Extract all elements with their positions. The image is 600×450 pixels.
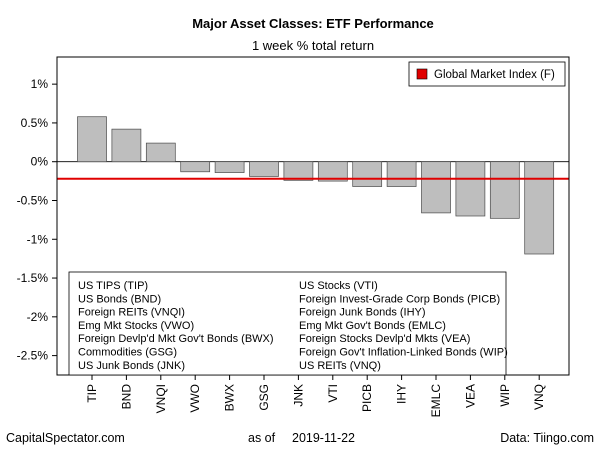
bar-vnqi <box>145 142 176 163</box>
ticker-key-item: Emg Mkt Gov't Bonds (EMLC) <box>299 320 446 332</box>
ticker-key-item: Emg Mkt Stocks (VWO) <box>78 320 194 332</box>
x-tick-label: VWO <box>188 384 202 413</box>
bar-tip <box>77 116 107 163</box>
bar-vea <box>455 161 486 217</box>
chart-title: Major Asset Classes: ETF Performance <box>192 16 434 31</box>
ticker-key-item: Foreign Invest-Grade Corp Bonds (PICB) <box>299 293 500 305</box>
x-tick-label: BWX <box>223 384 237 411</box>
y-tick-label: -0.5% <box>17 193 49 207</box>
chart-subtitle: 1 week % total return <box>252 38 374 53</box>
footer-date: 2019-11-22 <box>292 431 355 445</box>
x-tick-label: IHY <box>395 384 409 404</box>
ticker-key-item: Foreign Stocks Devlp'd Mkts (VEA) <box>299 333 470 345</box>
legend-box <box>408 61 566 87</box>
ticker-key-item: Foreign Junk Bonds (IHY) <box>299 307 426 319</box>
bar-gsg <box>249 161 279 177</box>
ticker-key-box <box>68 271 507 376</box>
x-tick-label: VNQI <box>154 384 168 413</box>
bar-wip <box>489 161 520 219</box>
ticker-key-item: US Bonds (BND) <box>78 293 161 305</box>
legend: Global Market Index (F) <box>408 61 566 87</box>
bar-picb <box>352 161 383 187</box>
ticker-key-item: US TIPS (TIP) <box>78 280 148 292</box>
bar-ihy <box>386 161 417 187</box>
ticker-key: US TIPS (TIP)US Bonds (BND) Foreign REITs… <box>68 271 508 376</box>
bar-bnd <box>111 128 142 163</box>
bars-group <box>77 116 555 255</box>
ticker-key-left-column: US TIPS (TIP)US Bonds (BND) Foreign REITs… <box>78 280 274 372</box>
x-tick-label: PICB <box>360 384 374 412</box>
ticker-key-item: US REITs (VNQ) <box>299 360 381 372</box>
y-tick-label: -1% <box>27 232 49 246</box>
footer-as-of-label: as of <box>248 431 276 445</box>
x-tick-label: JNK <box>291 384 305 407</box>
legend-swatch <box>416 68 428 80</box>
legend-label: Global Market Index (F) <box>434 69 555 81</box>
ticker-key-item: US Stocks (VTI) <box>299 280 378 292</box>
x-tick-label: BND <box>119 384 133 410</box>
ticker-key-item: US Junk Bonds (JNK) <box>78 360 185 372</box>
x-tick-label: VNQ <box>532 384 546 410</box>
bar-jnk <box>283 161 314 181</box>
ticker-key-right-column: US Stocks (VTI)Foreign Invest-Grade Corp… <box>299 280 508 372</box>
y-tick-label: -2% <box>27 310 49 324</box>
x-tick-label: VTI <box>326 384 340 403</box>
y-tick-label: -1.5% <box>17 271 49 285</box>
x-tick-label: EMLC <box>429 384 443 418</box>
bar-vti <box>317 161 348 182</box>
y-tick-label: 1% <box>31 77 49 91</box>
footer-source: CapitalSpectator.com <box>6 431 125 445</box>
x-tick-label: WIP <box>498 384 512 407</box>
x-tick-label: VEA <box>463 384 477 408</box>
ticker-key-item: Foreign Devlp'd Mkt Gov't Bonds (BWX) <box>78 333 274 345</box>
x-tick-label: GSG <box>257 384 271 411</box>
y-tick-label: -2.5% <box>17 349 49 363</box>
bar-vwo <box>180 161 211 173</box>
x-axis-labels: TIP BND VNQI VWO BWX GSG JNK VTI PICB IHY EMLC VEA W… <box>85 375 546 417</box>
bar-bwx <box>214 161 245 173</box>
footer-data-source: Data: Tiingo.com <box>500 431 594 445</box>
bar-vnq <box>524 161 555 255</box>
y-tick-label: 0.5% <box>21 116 49 130</box>
ticker-key-item: Commodities (GSG) <box>78 347 177 359</box>
bar-emlc <box>421 161 451 214</box>
y-tick-label: 0% <box>31 155 49 169</box>
x-tick-label: TIP <box>85 384 99 403</box>
ticker-key-item: Foreign Gov't Inflation-Linked Bonds (WI… <box>299 347 508 359</box>
ticker-key-item: Foreign REITs (VNQI) <box>78 307 185 319</box>
